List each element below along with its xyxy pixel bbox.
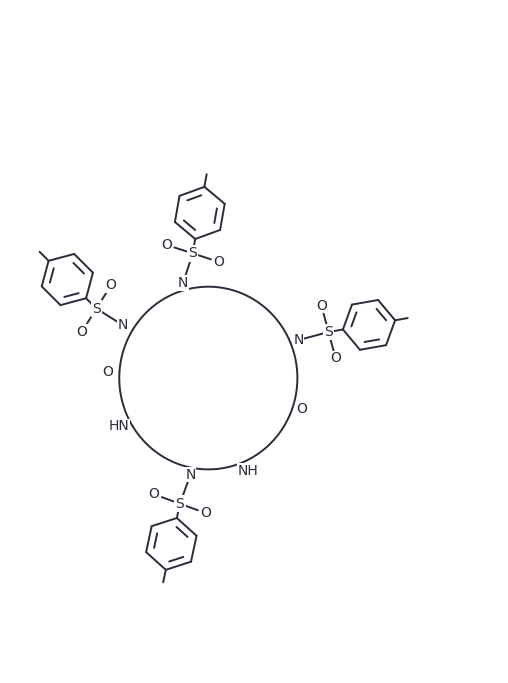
Text: O: O: [297, 402, 307, 416]
Text: N: N: [185, 468, 196, 482]
Text: O: O: [200, 506, 211, 520]
Text: N: N: [117, 318, 128, 332]
Text: O: O: [103, 365, 113, 378]
Text: N: N: [293, 333, 304, 347]
Text: O: O: [316, 298, 327, 313]
Text: O: O: [213, 255, 224, 269]
Text: NH: NH: [238, 464, 259, 478]
Text: O: O: [76, 325, 87, 339]
Text: O: O: [161, 238, 172, 252]
Text: S: S: [324, 325, 333, 339]
Text: HN: HN: [109, 419, 130, 434]
Text: N: N: [178, 276, 188, 290]
Text: O: O: [330, 352, 341, 365]
Text: S: S: [92, 302, 101, 316]
Text: S: S: [175, 497, 184, 511]
Text: O: O: [149, 488, 160, 501]
Text: O: O: [106, 279, 116, 292]
Text: S: S: [188, 247, 197, 260]
